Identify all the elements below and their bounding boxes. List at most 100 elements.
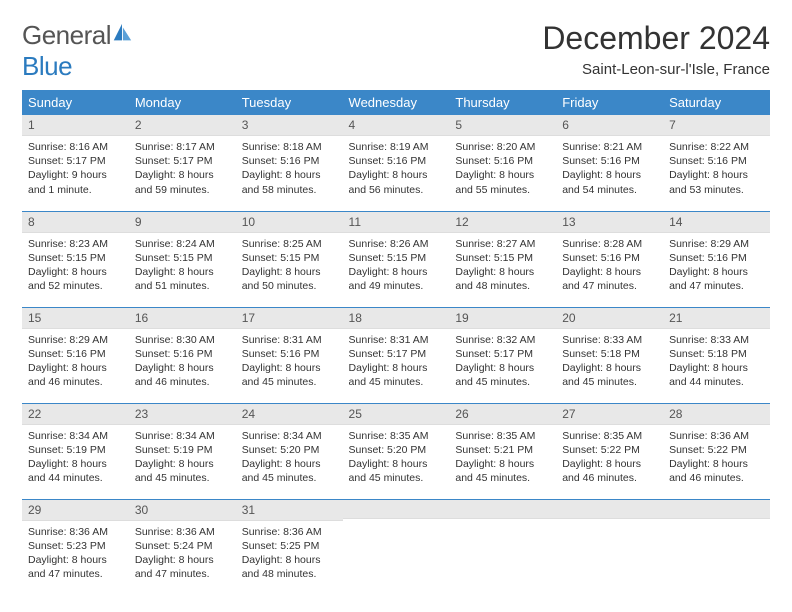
sunrise-line: Sunrise: 8:34 AM — [242, 429, 337, 443]
sunset-line: Sunset: 5:15 PM — [135, 251, 230, 265]
day-number — [449, 500, 556, 519]
day-number: 8 — [22, 212, 129, 233]
daylight-line: Daylight: 8 hours and 56 minutes. — [349, 168, 444, 196]
calendar-cell: 10Sunrise: 8:25 AMSunset: 5:15 PMDayligh… — [236, 211, 343, 307]
sunset-line: Sunset: 5:16 PM — [242, 154, 337, 168]
cell-body: Sunrise: 8:33 AMSunset: 5:18 PMDaylight:… — [663, 329, 770, 392]
day-number: 19 — [449, 308, 556, 329]
daylight-line: Daylight: 8 hours and 46 minutes. — [669, 457, 764, 485]
daylight-line: Daylight: 8 hours and 55 minutes. — [455, 168, 550, 196]
day-number: 16 — [129, 308, 236, 329]
calendar-cell: 26Sunrise: 8:35 AMSunset: 5:21 PMDayligh… — [449, 403, 556, 499]
daylight-line: Daylight: 8 hours and 59 minutes. — [135, 168, 230, 196]
sunrise-line: Sunrise: 8:34 AM — [28, 429, 123, 443]
cell-body: Sunrise: 8:30 AMSunset: 5:16 PMDaylight:… — [129, 329, 236, 392]
cell-body: Sunrise: 8:31 AMSunset: 5:16 PMDaylight:… — [236, 329, 343, 392]
calendar-cell: 13Sunrise: 8:28 AMSunset: 5:16 PMDayligh… — [556, 211, 663, 307]
sunset-line: Sunset: 5:18 PM — [562, 347, 657, 361]
cell-body: Sunrise: 8:32 AMSunset: 5:17 PMDaylight:… — [449, 329, 556, 392]
calendar-cell: 24Sunrise: 8:34 AMSunset: 5:20 PMDayligh… — [236, 403, 343, 499]
sunrise-line: Sunrise: 8:28 AM — [562, 237, 657, 251]
cell-body: Sunrise: 8:21 AMSunset: 5:16 PMDaylight:… — [556, 136, 663, 199]
day-number: 10 — [236, 212, 343, 233]
sunset-line: Sunset: 5:15 PM — [28, 251, 123, 265]
sunset-line: Sunset: 5:25 PM — [242, 539, 337, 553]
day-number: 29 — [22, 500, 129, 521]
day-number: 7 — [663, 115, 770, 136]
sunrise-line: Sunrise: 8:16 AM — [28, 140, 123, 154]
sunset-line: Sunset: 5:17 PM — [455, 347, 550, 361]
cell-body: Sunrise: 8:25 AMSunset: 5:15 PMDaylight:… — [236, 233, 343, 296]
sunset-line: Sunset: 5:16 PM — [135, 347, 230, 361]
day-header: Wednesday — [343, 90, 450, 115]
calendar-cell: 14Sunrise: 8:29 AMSunset: 5:16 PMDayligh… — [663, 211, 770, 307]
calendar-cell: 12Sunrise: 8:27 AMSunset: 5:15 PMDayligh… — [449, 211, 556, 307]
sunrise-line: Sunrise: 8:25 AM — [242, 237, 337, 251]
daylight-line: Daylight: 8 hours and 45 minutes. — [135, 457, 230, 485]
daylight-line: Daylight: 8 hours and 47 minutes. — [669, 265, 764, 293]
cell-body: Sunrise: 8:34 AMSunset: 5:20 PMDaylight:… — [236, 425, 343, 488]
day-number: 18 — [343, 308, 450, 329]
day-number: 27 — [556, 404, 663, 425]
cell-body: Sunrise: 8:20 AMSunset: 5:16 PMDaylight:… — [449, 136, 556, 199]
sunrise-line: Sunrise: 8:20 AM — [455, 140, 550, 154]
calendar-cell: 18Sunrise: 8:31 AMSunset: 5:17 PMDayligh… — [343, 307, 450, 403]
calendar-cell: 19Sunrise: 8:32 AMSunset: 5:17 PMDayligh… — [449, 307, 556, 403]
day-number: 11 — [343, 212, 450, 233]
calendar-cell-empty — [663, 499, 770, 595]
daylight-line: Daylight: 8 hours and 45 minutes. — [242, 457, 337, 485]
cell-body: Sunrise: 8:35 AMSunset: 5:20 PMDaylight:… — [343, 425, 450, 488]
day-number: 17 — [236, 308, 343, 329]
day-number: 24 — [236, 404, 343, 425]
sunrise-line: Sunrise: 8:36 AM — [669, 429, 764, 443]
calendar-row: 29Sunrise: 8:36 AMSunset: 5:23 PMDayligh… — [22, 499, 770, 595]
day-number: 31 — [236, 500, 343, 521]
cell-body: Sunrise: 8:23 AMSunset: 5:15 PMDaylight:… — [22, 233, 129, 296]
sunset-line: Sunset: 5:15 PM — [349, 251, 444, 265]
day-number: 30 — [129, 500, 236, 521]
day-number: 12 — [449, 212, 556, 233]
day-header: Thursday — [449, 90, 556, 115]
daylight-line: Daylight: 8 hours and 50 minutes. — [242, 265, 337, 293]
calendar-table: Sunday Monday Tuesday Wednesday Thursday… — [22, 90, 770, 595]
sunset-line: Sunset: 5:22 PM — [562, 443, 657, 457]
sunset-line: Sunset: 5:16 PM — [455, 154, 550, 168]
calendar-cell-empty — [449, 499, 556, 595]
calendar-row: 1Sunrise: 8:16 AMSunset: 5:17 PMDaylight… — [22, 115, 770, 211]
sunset-line: Sunset: 5:15 PM — [455, 251, 550, 265]
calendar-cell: 15Sunrise: 8:29 AMSunset: 5:16 PMDayligh… — [22, 307, 129, 403]
daylight-line: Daylight: 8 hours and 54 minutes. — [562, 168, 657, 196]
calendar-row: 22Sunrise: 8:34 AMSunset: 5:19 PMDayligh… — [22, 403, 770, 499]
day-number: 28 — [663, 404, 770, 425]
sunrise-line: Sunrise: 8:36 AM — [28, 525, 123, 539]
sunrise-line: Sunrise: 8:30 AM — [135, 333, 230, 347]
daylight-line: Daylight: 8 hours and 45 minutes. — [349, 361, 444, 389]
sunrise-line: Sunrise: 8:35 AM — [349, 429, 444, 443]
cell-body: Sunrise: 8:28 AMSunset: 5:16 PMDaylight:… — [556, 233, 663, 296]
sunset-line: Sunset: 5:16 PM — [669, 251, 764, 265]
cell-body: Sunrise: 8:29 AMSunset: 5:16 PMDaylight:… — [22, 329, 129, 392]
cell-body: Sunrise: 8:36 AMSunset: 5:23 PMDaylight:… — [22, 521, 129, 584]
brand-text: General Blue — [22, 20, 133, 82]
calendar-cell: 17Sunrise: 8:31 AMSunset: 5:16 PMDayligh… — [236, 307, 343, 403]
sunset-line: Sunset: 5:17 PM — [135, 154, 230, 168]
location-text: Saint-Leon-sur-l'Isle, France — [542, 61, 770, 78]
day-number: 1 — [22, 115, 129, 136]
calendar-cell: 2Sunrise: 8:17 AMSunset: 5:17 PMDaylight… — [129, 115, 236, 211]
sunrise-line: Sunrise: 8:32 AM — [455, 333, 550, 347]
calendar-cell: 20Sunrise: 8:33 AMSunset: 5:18 PMDayligh… — [556, 307, 663, 403]
sunset-line: Sunset: 5:16 PM — [28, 347, 123, 361]
cell-body: Sunrise: 8:16 AMSunset: 5:17 PMDaylight:… — [22, 136, 129, 199]
sail-icon — [111, 22, 133, 44]
calendar-row: 8Sunrise: 8:23 AMSunset: 5:15 PMDaylight… — [22, 211, 770, 307]
daylight-line: Daylight: 8 hours and 47 minutes. — [135, 553, 230, 581]
calendar-cell: 28Sunrise: 8:36 AMSunset: 5:22 PMDayligh… — [663, 403, 770, 499]
sunset-line: Sunset: 5:19 PM — [135, 443, 230, 457]
day-number: 4 — [343, 115, 450, 136]
calendar-cell-empty — [556, 499, 663, 595]
sunset-line: Sunset: 5:20 PM — [242, 443, 337, 457]
calendar-cell: 29Sunrise: 8:36 AMSunset: 5:23 PMDayligh… — [22, 499, 129, 595]
daylight-line: Daylight: 8 hours and 47 minutes. — [562, 265, 657, 293]
sunrise-line: Sunrise: 8:21 AM — [562, 140, 657, 154]
cell-body: Sunrise: 8:26 AMSunset: 5:15 PMDaylight:… — [343, 233, 450, 296]
